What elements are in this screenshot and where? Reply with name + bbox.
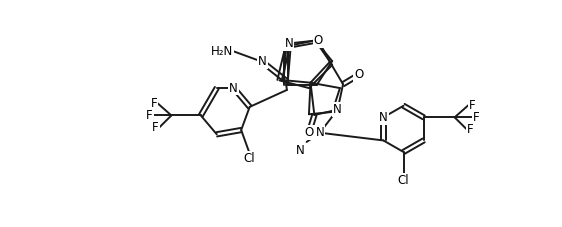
Text: N: N [333, 103, 342, 116]
Text: N: N [315, 126, 324, 139]
Text: N: N [284, 37, 293, 50]
Text: F: F [473, 111, 480, 124]
Text: O: O [305, 126, 314, 139]
Text: F: F [467, 123, 474, 136]
Text: O: O [354, 69, 363, 81]
Text: O: O [314, 34, 323, 47]
Text: F: F [152, 121, 159, 134]
Text: N: N [379, 111, 388, 124]
Text: F: F [146, 109, 153, 122]
Text: Cl: Cl [243, 152, 255, 165]
Text: Cl: Cl [398, 173, 409, 187]
Text: F: F [151, 97, 157, 110]
Text: N: N [229, 81, 238, 94]
Text: N: N [296, 143, 304, 156]
Text: F: F [469, 99, 475, 111]
Text: H₂N: H₂N [211, 45, 233, 58]
Text: N: N [258, 55, 267, 68]
